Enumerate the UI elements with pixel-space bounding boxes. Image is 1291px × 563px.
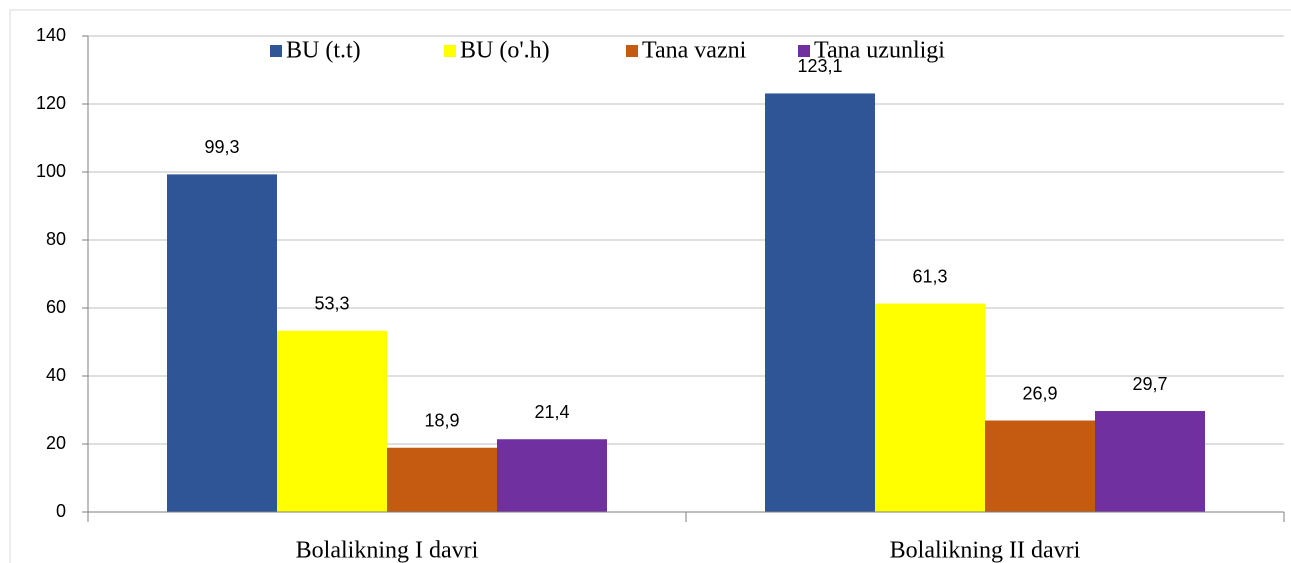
y-tick-label: 140 <box>36 25 66 45</box>
data-label: 61,3 <box>912 266 947 286</box>
legend-swatch <box>270 45 282 57</box>
y-tick-label: 60 <box>46 297 66 317</box>
data-label: 123,1 <box>797 56 842 76</box>
y-tick-label: 0 <box>56 501 66 521</box>
legend-swatch <box>444 45 456 57</box>
bar <box>985 420 1095 512</box>
y-tick-label: 20 <box>46 433 66 453</box>
bar <box>497 439 607 512</box>
data-label: 18,9 <box>424 410 459 430</box>
y-tick-label: 100 <box>36 161 66 181</box>
bar <box>875 303 985 512</box>
data-label: 99,3 <box>204 137 239 157</box>
y-tick-label: 120 <box>36 93 66 113</box>
y-tick-label: 80 <box>46 229 66 249</box>
legend-label: BU (t.t) <box>286 38 361 64</box>
legend-swatch <box>626 45 638 57</box>
legend-label: Tana uzunligi <box>814 38 945 64</box>
y-tick-label: 40 <box>46 365 66 385</box>
legend-label: Tana vazni <box>642 38 747 64</box>
bar <box>765 93 875 513</box>
data-label: 29,7 <box>1132 374 1167 394</box>
bar <box>387 447 497 512</box>
chart-border <box>9 9 1291 563</box>
x-tick-label: Bolalikning II davri <box>890 538 1081 563</box>
data-label: 26,9 <box>1022 383 1057 403</box>
legend-swatch <box>798 45 810 57</box>
data-label: 21,4 <box>534 402 569 422</box>
bar <box>167 174 277 512</box>
x-tick-label: Bolalikning I davri <box>296 538 479 563</box>
data-label: 53,3 <box>314 294 349 314</box>
bar <box>1095 411 1205 512</box>
legend-label: BU (o'.h) <box>460 38 550 64</box>
bar <box>277 330 387 512</box>
